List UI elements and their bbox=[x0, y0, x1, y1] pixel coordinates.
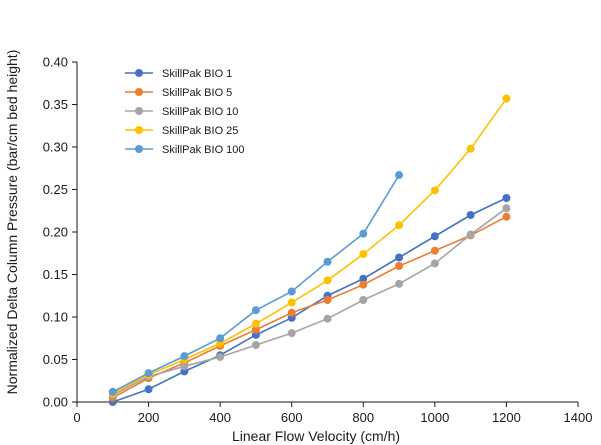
data-point bbox=[395, 253, 404, 262]
x-tick-label: 1400 bbox=[564, 410, 593, 425]
axes bbox=[72, 61, 579, 407]
legend-marker bbox=[135, 69, 143, 77]
data-point bbox=[466, 144, 475, 153]
x-tick-label: 1200 bbox=[492, 410, 521, 425]
series-line bbox=[112, 215, 507, 399]
data-point bbox=[359, 250, 368, 259]
series-skillpak-bio-5 bbox=[108, 212, 511, 402]
legend-label: SkillPak BIO 25 bbox=[162, 125, 238, 137]
data-point bbox=[323, 314, 332, 323]
data-point bbox=[144, 385, 153, 394]
series-skillpak-bio-1 bbox=[108, 194, 511, 406]
data-point bbox=[323, 276, 332, 285]
data-point bbox=[180, 352, 189, 361]
data-point bbox=[323, 296, 332, 304]
data-point bbox=[251, 325, 260, 334]
data-point bbox=[430, 259, 439, 268]
data-point bbox=[466, 230, 475, 239]
data-point bbox=[502, 204, 511, 213]
x-tick-label: 800 bbox=[352, 410, 374, 425]
legend-item: SkillPak BIO 10 bbox=[125, 106, 238, 118]
y-tick-label: 0.25 bbox=[43, 182, 68, 197]
data-point bbox=[359, 280, 368, 289]
data-point bbox=[287, 308, 296, 317]
data-point bbox=[466, 211, 475, 219]
data-point bbox=[502, 212, 511, 221]
legend-marker bbox=[135, 107, 143, 115]
y-tick-label: 0.05 bbox=[43, 352, 68, 367]
data-point bbox=[502, 194, 511, 202]
legend-marker bbox=[135, 126, 143, 134]
data-point bbox=[180, 362, 189, 371]
data-point bbox=[359, 229, 368, 238]
data-point bbox=[359, 296, 368, 304]
data-point bbox=[395, 279, 404, 288]
data-point bbox=[395, 262, 404, 270]
y-tick-label: 0.40 bbox=[43, 55, 68, 70]
data-point bbox=[287, 329, 296, 338]
y-axis-title: Normalized Delta Column Pressure (bar/cm… bbox=[4, 50, 20, 395]
x-axis-title: Linear Flow Velocity (cm/h) bbox=[232, 428, 400, 444]
legend-item: SkillPak BIO 25 bbox=[125, 125, 238, 137]
legend-marker bbox=[135, 88, 143, 96]
series-skillpak-bio-10 bbox=[108, 204, 511, 400]
data-point bbox=[251, 306, 260, 315]
tick-labels: 0 200 400 600 800 1000 1200 1400 0.00 0.05 0.10 0.1… bbox=[43, 55, 593, 426]
data-point bbox=[395, 221, 404, 230]
data-point bbox=[359, 274, 368, 283]
series-line bbox=[112, 98, 508, 395]
data-point bbox=[287, 287, 296, 296]
x-tick-label: 200 bbox=[138, 410, 160, 425]
data-point bbox=[251, 341, 260, 350]
data-point bbox=[430, 186, 439, 195]
y-tick-label: 0.30 bbox=[43, 140, 68, 155]
series-line bbox=[112, 174, 400, 393]
legend-label: SkillPak BIO 10 bbox=[162, 106, 238, 118]
data-point bbox=[430, 246, 439, 255]
legend-label: SkillPak BIO 1 bbox=[162, 68, 232, 80]
legend-marker bbox=[135, 145, 143, 153]
data-point bbox=[502, 94, 511, 103]
series-line bbox=[112, 207, 507, 396]
y-tick-label: 0.15 bbox=[43, 267, 68, 282]
data-point bbox=[251, 319, 260, 328]
data-point bbox=[287, 298, 296, 307]
data-point bbox=[108, 387, 117, 396]
series-line bbox=[112, 197, 507, 403]
data-point bbox=[216, 334, 225, 343]
y-tick-label: 0.20 bbox=[43, 225, 68, 240]
legend-item: SkillPak BIO 100 bbox=[125, 144, 245, 156]
x-tick-label: 400 bbox=[209, 410, 231, 425]
legend: SkillPak BIO 1 SkillPak BIO 5 SkillPak BIO… bbox=[125, 68, 245, 156]
legend-item: SkillPak BIO 5 bbox=[125, 87, 232, 99]
y-tick-label: 0.10 bbox=[43, 310, 68, 325]
data-point bbox=[216, 352, 225, 361]
series-skillpak-bio-100 bbox=[108, 171, 404, 396]
y-tick-label: 0.35 bbox=[43, 97, 68, 112]
legend-item: SkillPak BIO 1 bbox=[125, 68, 232, 80]
x-tick-label: 1000 bbox=[420, 410, 449, 425]
legend-label: SkillPak BIO 5 bbox=[162, 87, 232, 99]
x-tick-label: 0 bbox=[73, 410, 80, 425]
series-skillpak-bio-25 bbox=[108, 94, 511, 398]
data-point bbox=[144, 369, 153, 378]
data-point bbox=[395, 171, 404, 180]
legend-label: SkillPak BIO 100 bbox=[162, 144, 245, 156]
series-layer bbox=[108, 94, 511, 406]
x-tick-label: 600 bbox=[281, 410, 303, 425]
data-point bbox=[430, 232, 439, 241]
data-point bbox=[323, 257, 332, 266]
y-tick-label: 0.00 bbox=[43, 395, 68, 410]
